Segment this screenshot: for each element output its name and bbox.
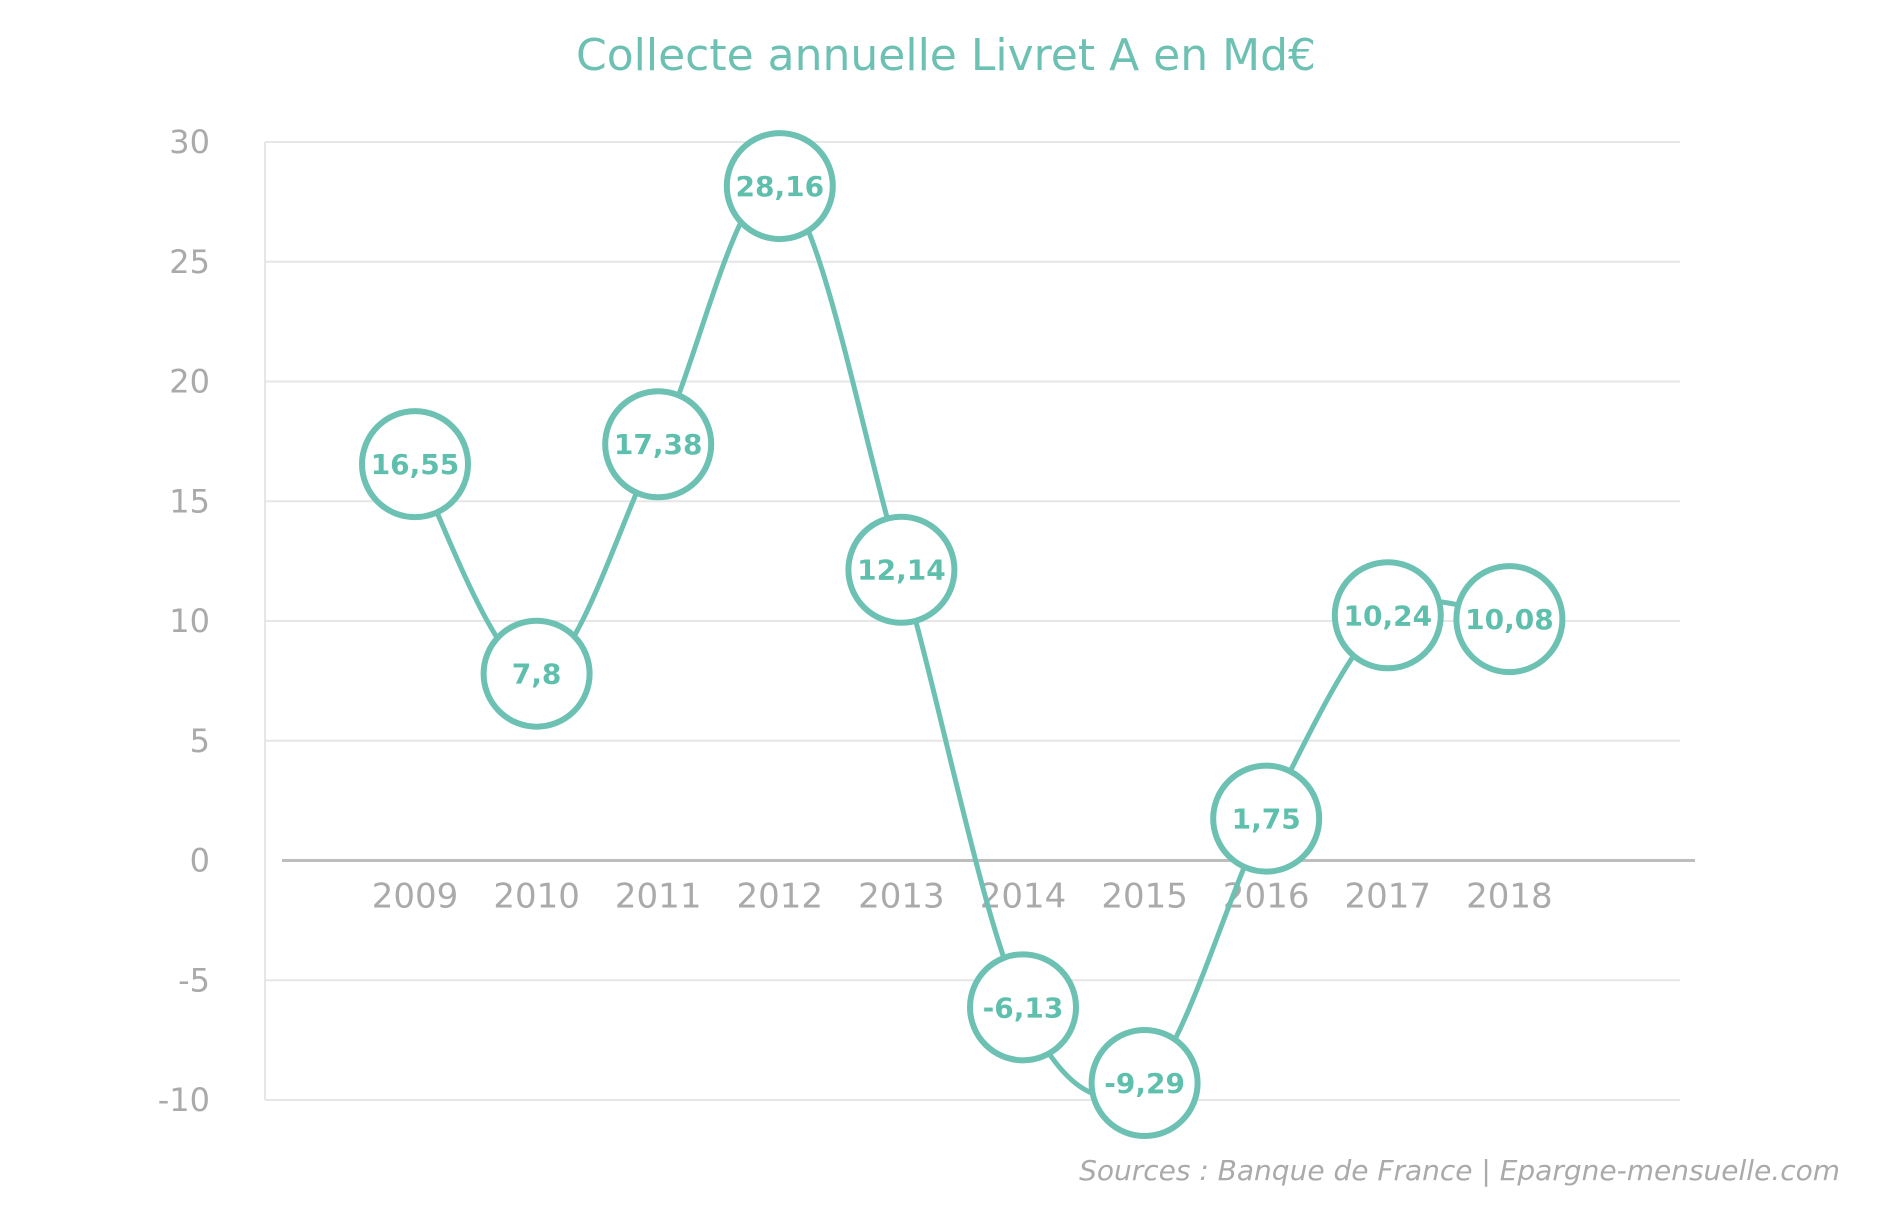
data-label: 17,38 [614,428,703,461]
source-note: Sources : Banque de France | Epargne-men… [1079,1154,1840,1187]
data-label: 16,55 [371,448,460,481]
x-tick-label: 2018 [1466,877,1553,917]
chart-title: Collecte annuelle Livret A en Md€ [576,30,1316,81]
x-tick-label: 2012 [737,877,824,917]
markers: 16,55 7,8 17,38 28,16 12,14 -6,13 -9,29 1,75 10,… [359,130,1566,1139]
x-tick-label: 2010 [493,877,580,917]
data-point [1210,762,1323,875]
grid [264,141,1695,1101]
x-tick-label: 2011 [615,877,702,917]
y-tick-label: -5 [178,961,210,999]
data-label: 10,08 [1465,603,1554,636]
data-label: 28,16 [736,170,825,203]
x-tick-label: 2015 [1101,877,1188,917]
y-tick-label: 5 [190,722,210,760]
y-tick-label: 30 [169,123,210,161]
y-tick-label: 25 [169,243,210,281]
data-point [967,951,1079,1064]
y-tick-label: 10 [169,602,210,640]
y-tick-label: 0 [190,842,210,880]
y-tick-label: 20 [169,363,210,401]
data-point [845,513,958,626]
x-tick-label: 2017 [1345,877,1432,917]
data-label: -9,29 [1104,1067,1185,1100]
x-tick-label: 2014 [980,877,1067,917]
data-point [1453,563,1566,676]
data-label: 1,75 [1232,803,1301,836]
data-label: -6,13 [983,991,1064,1024]
x-tick-label: 2013 [858,877,945,917]
data-point [359,408,471,521]
data-point [1331,559,1444,672]
data-label: 7,8 [512,658,562,691]
y-tick-label: -10 [158,1081,210,1119]
x-tick-label: 2009 [372,877,459,917]
data-point [602,388,715,501]
x-axis: 2009 2010 2011 2012 2013 2014 2015 2016 2017 2018 [372,877,1553,917]
y-axis: 30 25 20 15 10 5 0 -5 -10 [158,123,210,1119]
data-point [1088,1026,1201,1139]
data-point [723,130,836,243]
data-label: 10,24 [1344,599,1433,632]
data-label: 12,14 [857,554,946,587]
data-point [480,617,593,730]
y-tick-label: 15 [169,482,210,520]
